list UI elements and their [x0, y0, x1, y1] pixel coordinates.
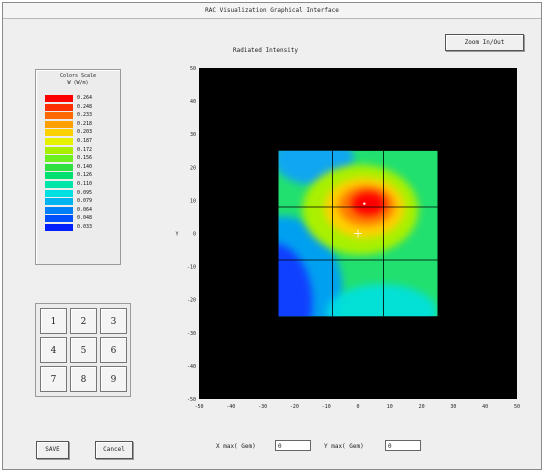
keypad-key[interactable]: 5 — [70, 337, 97, 363]
y-tick-label: -20 — [187, 298, 196, 304]
keypad-key[interactable]: 9 — [100, 366, 127, 392]
legend-value: 0.187 — [77, 138, 93, 144]
y-axis-label: Y — [175, 232, 178, 238]
keypad-key[interactable]: 3 — [100, 308, 127, 334]
x-tick-label: -50 — [194, 404, 203, 410]
legend-row: 0.264 — [45, 95, 117, 102]
keypad-key[interactable]: 4 — [40, 337, 67, 363]
legend-row: 0.079 — [45, 198, 117, 206]
cancel-button[interactable]: Cancel — [95, 441, 133, 459]
y-tick-label: 40 — [190, 99, 196, 105]
legend-value: 0.126 — [77, 172, 93, 179]
legend-value: 0.079 — [77, 198, 93, 205]
x-tick-label: -40 — [226, 404, 235, 410]
legend-value: 0.233 — [77, 112, 93, 119]
keypad-key[interactable]: 2 — [70, 308, 97, 334]
legend-row: 0.248 — [45, 103, 117, 111]
legend-value: 0.110 — [77, 181, 93, 187]
keypad-key[interactable]: 6 — [100, 337, 127, 363]
x-tick-label: 30 — [450, 404, 456, 410]
legend-row: 0.156 — [45, 155, 117, 163]
legend-value: 0.048 — [77, 215, 93, 222]
legend-row: 0.187 — [45, 138, 117, 145]
legend-swatch — [45, 198, 73, 206]
y-max-label: Y max( Gem) — [324, 443, 364, 450]
x-tick-label: 20 — [419, 404, 425, 410]
chart-title: Radiated Intensity — [233, 47, 299, 54]
legend-row: 0.033 — [45, 224, 117, 231]
y-tick-label: 0 — [193, 232, 196, 238]
y-tick-label: -10 — [187, 265, 196, 271]
legend-swatch — [45, 146, 73, 154]
keypad-key[interactable]: 1 — [40, 308, 67, 334]
legend-swatch — [45, 129, 73, 137]
legend-row: 0.126 — [45, 172, 117, 180]
x-tick-label: 10 — [387, 404, 393, 410]
legend-value: 0.033 — [77, 224, 93, 230]
y-tick-label: 20 — [190, 165, 196, 171]
legend-unit: W (W/m) — [67, 80, 89, 86]
main-window: RAC Visualization Graphical Interface Zo… — [2, 2, 542, 470]
x-tick-label: 50 — [514, 404, 520, 410]
legend-row: 0.095 — [45, 189, 117, 197]
x-tick-label: -10 — [322, 404, 331, 410]
zoom-button[interactable]: Zoom In/Out — [445, 34, 524, 51]
legend-row: 0.110 — [45, 181, 117, 188]
y-tick-label: 30 — [190, 132, 196, 138]
legend-value: 0.172 — [77, 146, 93, 153]
legend-swatch — [45, 172, 73, 180]
x-max-input[interactable]: 0 — [275, 440, 311, 451]
legend-swatch — [45, 155, 73, 163]
legend-value: 0.156 — [77, 155, 93, 162]
legend-swatch — [45, 103, 73, 111]
x-tick-label: 40 — [482, 404, 488, 410]
x-tick-label: -20 — [290, 404, 299, 410]
legend-row: 0.064 — [45, 206, 117, 214]
y-tick-label: -50 — [187, 397, 196, 403]
legend-row: 0.218 — [45, 120, 117, 128]
color-scale-legend: Colors Scale W (W/m) 0.264 0.248 0.233 0.21… — [35, 69, 121, 265]
legend-value: 0.095 — [77, 189, 93, 196]
legend-value: 0.248 — [77, 103, 93, 110]
y-tick-label: -30 — [187, 331, 196, 337]
legend-swatch — [45, 189, 73, 197]
legend-row: 0.172 — [45, 146, 117, 154]
legend-swatch — [45, 163, 73, 171]
save-button[interactable]: SAVE — [36, 441, 69, 459]
legend-row: 0.233 — [45, 112, 117, 120]
x-max-label: X max( Gem) — [216, 443, 256, 450]
legend-swatch — [45, 138, 73, 145]
x-tick-label: 0 — [356, 404, 359, 410]
legend-value: 0.064 — [77, 206, 93, 213]
intensity-plot[interactable]: -50 -40 -30 -20 -10 0 10 20 30 40 50 50 40 30 20 10 0 -10… — [166, 56, 536, 411]
y-tick-label: 10 — [190, 198, 196, 204]
legend-swatch — [45, 112, 73, 120]
y-max-input[interactable]: 0 — [385, 440, 421, 451]
legend-swatch — [45, 181, 73, 188]
legend-row: 0.203 — [45, 129, 117, 137]
legend-value: 0.264 — [77, 95, 93, 101]
y-tick-label: 50 — [190, 66, 196, 72]
legend-swatch — [45, 224, 73, 231]
legend-row: 0.048 — [45, 215, 117, 223]
legend-value: 0.140 — [77, 163, 93, 170]
legend-row: 0.140 — [45, 163, 117, 171]
legend-title: Colors Scale — [59, 73, 97, 79]
legend-swatch — [45, 95, 73, 102]
legend-swatch — [45, 120, 73, 128]
legend-value: 0.218 — [77, 120, 93, 127]
keypad-key[interactable]: 7 — [40, 366, 67, 392]
peak-marker — [363, 202, 366, 205]
legend-swatch — [45, 215, 73, 223]
window-title: RAC Visualization Graphical Interface — [3, 3, 541, 19]
legend-value: 0.203 — [77, 129, 93, 136]
legend-swatch — [45, 206, 73, 214]
x-tick-label: -30 — [258, 404, 267, 410]
y-tick-label: -40 — [187, 364, 196, 370]
keypad-key[interactable]: 8 — [70, 366, 97, 392]
